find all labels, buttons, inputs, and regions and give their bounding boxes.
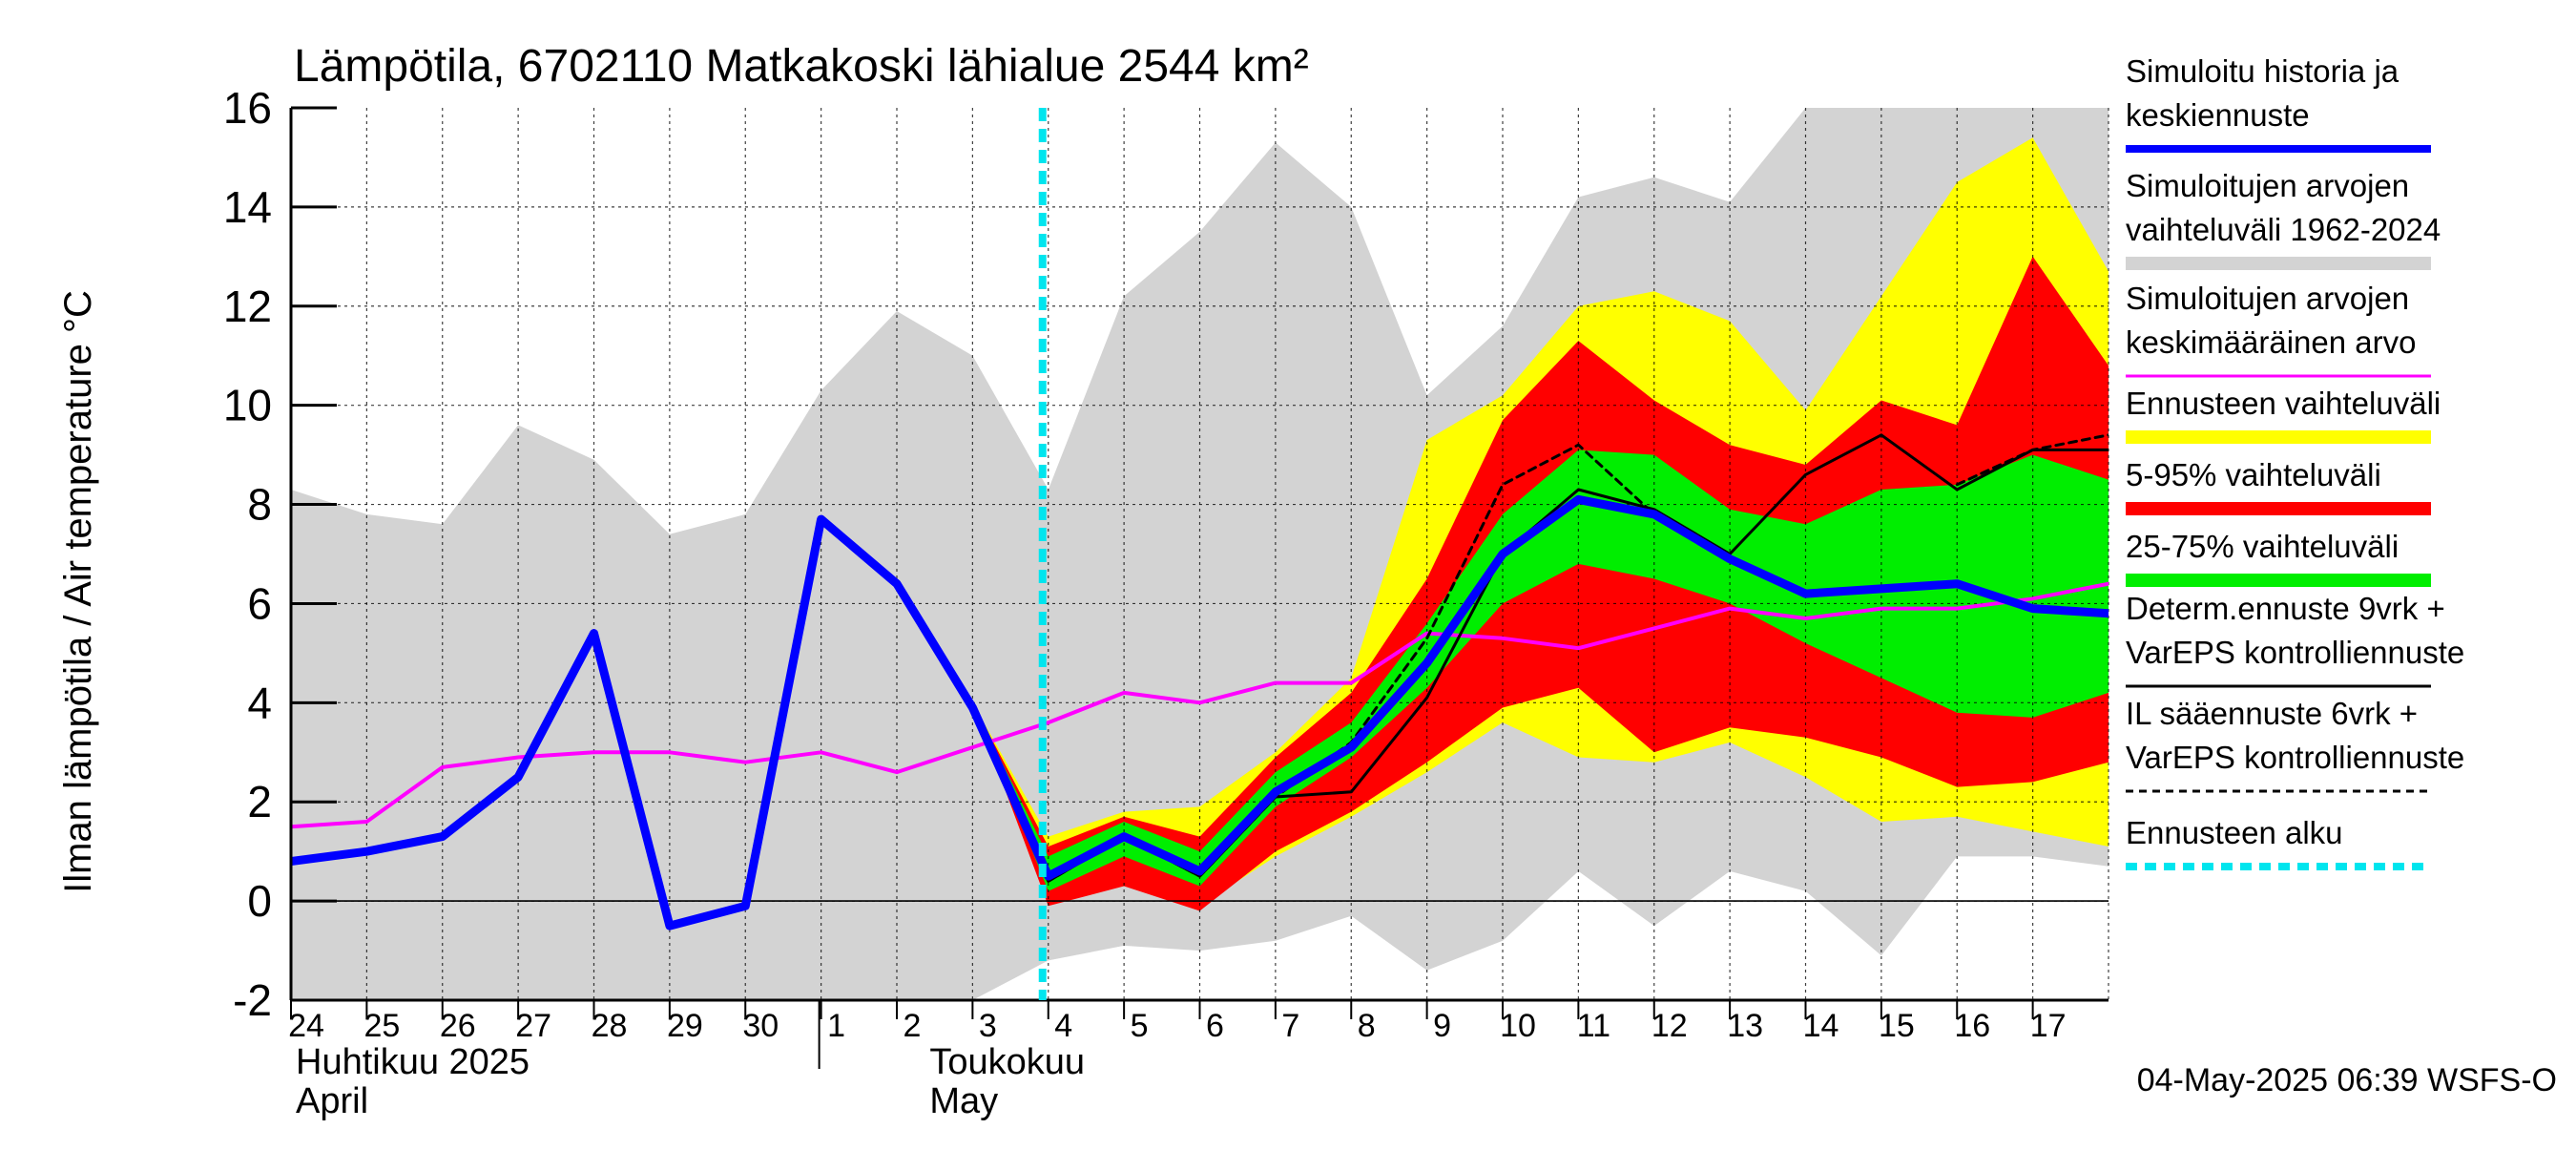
x-tick-label: 8: [1358, 1008, 1376, 1044]
x-tick-label: 30: [742, 1008, 779, 1044]
y-tick-label: -2: [233, 975, 272, 1025]
y-tick-label: 14: [223, 182, 272, 232]
legend-label: 25-75% vaihteluväli: [2126, 529, 2399, 564]
x-tick-label: 16: [1954, 1008, 1990, 1044]
legend-label: Ennusteen vaihteluväli: [2126, 386, 2441, 421]
month-label-en: May: [929, 1081, 998, 1121]
grid-layer: [291, 108, 2109, 1000]
x-tick-label: 17: [2030, 1008, 2067, 1044]
y-tick-label: 6: [247, 578, 272, 628]
legend-label: Simuloitujen arvojen: [2126, 281, 2409, 316]
x-tick-label: 1: [827, 1008, 845, 1044]
legend-label: IL sääennuste 6vrk +: [2126, 696, 2418, 731]
y-tick-label: 12: [223, 282, 272, 331]
legend-label: Determ.ennuste 9vrk +: [2126, 591, 2445, 626]
legend-label: 5-95% vaihteluväli: [2126, 457, 2381, 492]
timestamp: 04-May-2025 06:39 WSFS-O: [2137, 1062, 2557, 1098]
legend-label: Ennusteen alku: [2126, 815, 2343, 850]
y-tick-label: 10: [223, 381, 272, 430]
p25-75-band: [972, 450, 2109, 891]
legend-label: keskimääräinen arvo: [2126, 324, 2416, 360]
legend-label: VarEPS kontrolliennuste: [2126, 635, 2464, 670]
mean-line: [291, 581, 2109, 829]
x-tick-label: 10: [1500, 1008, 1536, 1044]
x-tick-label: 2: [904, 1008, 922, 1044]
x-tick-label: 5: [1131, 1008, 1149, 1044]
y-axis-label: Ilman lämpötila / Air temperature °C: [57, 290, 99, 893]
legend-label: Simuloitujen arvojen: [2126, 168, 2409, 203]
lines-layer: [291, 433, 2109, 930]
month-label-fi: Toukokuu: [929, 1042, 1085, 1082]
x-tick-label: 29: [667, 1008, 703, 1044]
x-tick-label: 12: [1652, 1008, 1688, 1044]
y-tick-label: 0: [247, 876, 272, 926]
x-tick-label: 6: [1206, 1008, 1224, 1044]
x-tick-label: 28: [592, 1008, 628, 1044]
x-tick-label: 25: [364, 1008, 400, 1044]
month-label-fi: Huhtikuu 2025: [296, 1042, 530, 1082]
chart-title: Lämpötila, 6702110 Matkakoski lähialue 2…: [294, 41, 1309, 92]
x-tick-label: 9: [1433, 1008, 1451, 1044]
legend-label: Simuloitu historia ja: [2126, 53, 2399, 89]
y-tick-label: 16: [223, 83, 272, 133]
x-tick-label: 14: [1803, 1008, 1839, 1044]
x-tick-label: 3: [979, 1008, 997, 1044]
legend-label: VarEPS kontrolliennuste: [2126, 740, 2464, 775]
month-label-en: April: [296, 1081, 368, 1121]
main-series-line: [291, 494, 2109, 930]
x-tick-label: 26: [440, 1008, 476, 1044]
y-tick-label: 2: [247, 777, 272, 826]
y-tick-label: 8: [247, 480, 272, 530]
legend: Simuloitu historia ja keskiennuste Simuloi…: [2126, 53, 2464, 870]
x-tick-label: 27: [515, 1008, 551, 1044]
x-tick-label: 15: [1879, 1008, 1915, 1044]
legend-label: vaihteluväli 1962-2024: [2126, 212, 2441, 247]
x-tick-label: 13: [1727, 1008, 1763, 1044]
x-tick-label: 7: [1281, 1008, 1299, 1044]
x-tick-label: 4: [1054, 1008, 1072, 1044]
x-tick-label: 11: [1577, 1008, 1610, 1044]
y-tick-label: 4: [247, 678, 272, 727]
axes-layer: [289, 106, 2109, 1069]
x-tick-label: 24: [288, 1008, 324, 1044]
legend-label: keskiennuste: [2126, 97, 2310, 133]
